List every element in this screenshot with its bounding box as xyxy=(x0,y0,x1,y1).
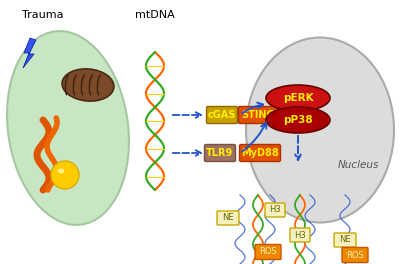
Ellipse shape xyxy=(266,107,330,133)
FancyBboxPatch shape xyxy=(206,106,238,124)
Text: H3: H3 xyxy=(294,230,306,239)
Ellipse shape xyxy=(51,161,79,189)
Ellipse shape xyxy=(58,168,64,173)
Text: NE: NE xyxy=(222,214,234,223)
FancyBboxPatch shape xyxy=(238,106,278,124)
Text: MyD88: MyD88 xyxy=(241,148,279,158)
Text: mtDNA: mtDNA xyxy=(135,10,175,20)
Ellipse shape xyxy=(246,37,394,223)
Text: H3: H3 xyxy=(269,205,281,214)
Text: pERK: pERK xyxy=(283,93,313,103)
FancyBboxPatch shape xyxy=(265,203,285,217)
FancyBboxPatch shape xyxy=(204,144,236,162)
FancyBboxPatch shape xyxy=(255,244,281,260)
Text: Trauma: Trauma xyxy=(22,10,64,20)
Ellipse shape xyxy=(7,31,129,225)
Text: pP38: pP38 xyxy=(283,115,313,125)
FancyBboxPatch shape xyxy=(342,248,368,262)
Ellipse shape xyxy=(62,69,114,101)
FancyBboxPatch shape xyxy=(290,228,310,242)
Text: TLR9: TLR9 xyxy=(206,148,234,158)
Text: Nucleus: Nucleus xyxy=(337,160,379,170)
Text: ROS: ROS xyxy=(346,251,364,260)
Ellipse shape xyxy=(266,85,330,111)
Text: ROS: ROS xyxy=(259,248,277,257)
FancyBboxPatch shape xyxy=(217,211,239,225)
Polygon shape xyxy=(23,38,36,68)
FancyBboxPatch shape xyxy=(334,233,356,247)
Text: cGAS: cGAS xyxy=(208,110,236,120)
Text: NE: NE xyxy=(339,235,351,244)
FancyBboxPatch shape xyxy=(240,144,280,162)
Text: STING: STING xyxy=(241,110,275,120)
